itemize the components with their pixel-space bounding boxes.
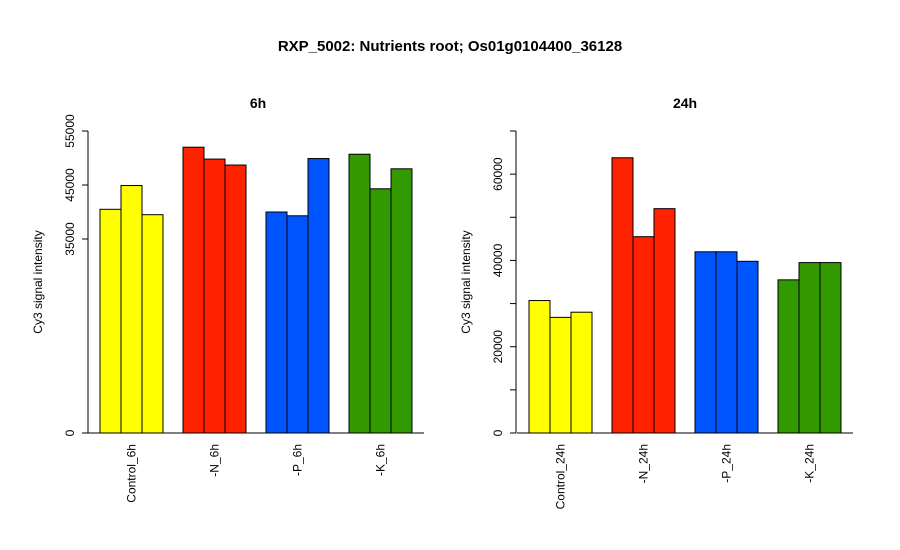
bar-n24h-1 bbox=[611, 157, 634, 434]
bar-k24h-1 bbox=[777, 279, 800, 434]
bar-p6h-2 bbox=[286, 215, 309, 434]
bar-k24h-3 bbox=[819, 262, 842, 434]
panel-title: 24h bbox=[673, 95, 697, 111]
x-category-label: -N_6h bbox=[208, 444, 222, 477]
bar-control6h-2 bbox=[120, 185, 143, 434]
bar-control24h-2 bbox=[549, 316, 572, 434]
bar-k24h-2 bbox=[798, 262, 821, 434]
bar-n6h-1 bbox=[182, 146, 205, 434]
x-category-label: -N_24h bbox=[637, 444, 651, 483]
y-tick-label: 0 bbox=[63, 429, 77, 436]
bar-p24h-3 bbox=[736, 260, 759, 434]
y-tick-label: 55000 bbox=[63, 114, 77, 148]
y-tick-label: 60000 bbox=[491, 157, 505, 191]
x-category-label: -K_24h bbox=[803, 444, 817, 483]
y-tick-label: 0 bbox=[491, 429, 505, 436]
bar-n24h-2 bbox=[632, 236, 655, 434]
x-category-label: -P_24h bbox=[720, 444, 734, 483]
y-tick-label: 35000 bbox=[63, 222, 77, 256]
y-tick-label: 20000 bbox=[491, 330, 505, 364]
bar-k6h-3 bbox=[390, 168, 413, 434]
y-axis-label: Cy3 signal intensity bbox=[459, 230, 473, 333]
x-category-label: -P_6h bbox=[291, 444, 305, 476]
bar-p24h-2 bbox=[715, 251, 738, 434]
y-tick-label: 45000 bbox=[63, 168, 77, 202]
bar-control6h-1 bbox=[99, 208, 122, 434]
bar-n24h-3 bbox=[653, 208, 676, 434]
x-category-label: -K_6h bbox=[374, 444, 388, 476]
bar-n6h-2 bbox=[203, 158, 226, 434]
bar-k6h-1 bbox=[348, 153, 371, 434]
y-axis-label: Cy3 signal intensity bbox=[31, 230, 45, 333]
bar-k6h-2 bbox=[369, 188, 392, 434]
panel-title: 6h bbox=[250, 95, 266, 111]
chart-main-title: RXP_5002: Nutrients root; Os01g0104400_3… bbox=[277, 38, 623, 55]
bar-control24h-3 bbox=[570, 311, 593, 434]
bar-p24h-1 bbox=[694, 251, 717, 434]
bar-control24h-1 bbox=[528, 300, 551, 434]
bar-control6h-3 bbox=[141, 214, 164, 434]
bar-p6h-1 bbox=[265, 211, 288, 434]
bar-p6h-3 bbox=[307, 158, 330, 434]
bar-n6h-3 bbox=[224, 164, 247, 434]
x-category-label: Control_6h bbox=[125, 444, 139, 503]
y-tick-label: 40000 bbox=[491, 243, 505, 277]
x-category-label: Control_24h bbox=[554, 444, 568, 509]
